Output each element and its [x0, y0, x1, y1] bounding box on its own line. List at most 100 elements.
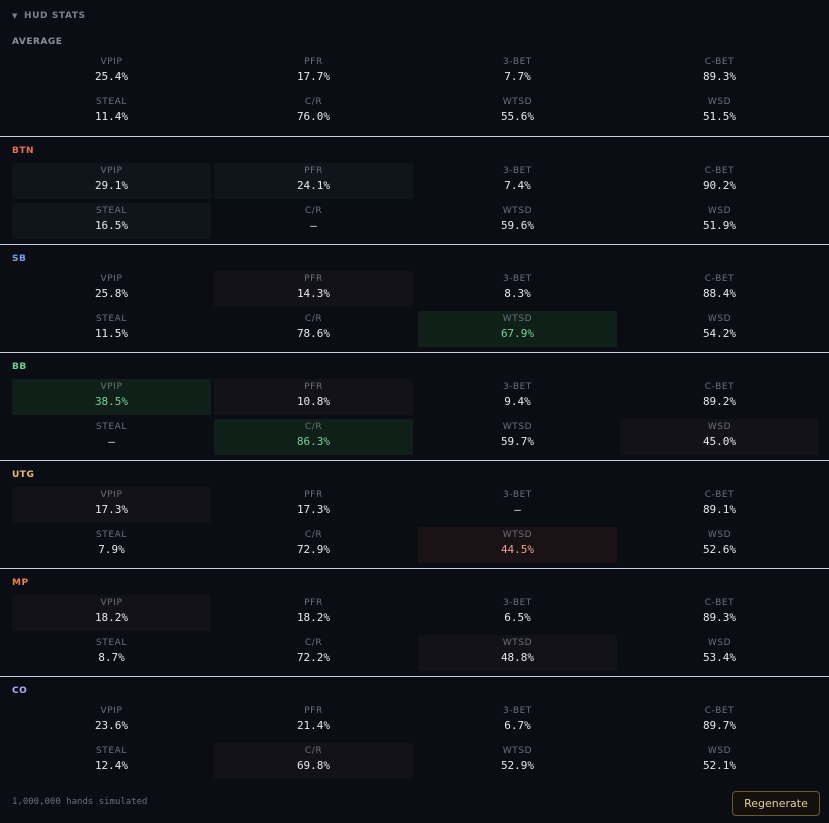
stat-label: STEAL: [95, 530, 128, 540]
stat-value: 8.7%: [98, 651, 125, 664]
stat-cell-pfr: PFR 17.3%: [214, 487, 413, 523]
stat-cell-wsd: WSD 53.4%: [620, 635, 819, 671]
stat-cell-wsd: WSD 51.5%: [620, 94, 819, 130]
stat-cell-wsd: WSD 52.1%: [620, 743, 819, 779]
stat-value: 18.2%: [94, 611, 129, 624]
stat-cell-3-bet: 3-BET 7.4%: [418, 163, 617, 199]
stat-value: 8.3%: [504, 287, 531, 300]
stat-label: VPIP: [100, 274, 123, 284]
section-label: SB: [12, 254, 27, 264]
stat-cell-wtsd: WTSD 55.6%: [418, 94, 617, 130]
stat-label: STEAL: [95, 206, 128, 216]
stat-cell-c-bet: C-BET 89.3%: [620, 54, 819, 90]
stat-value: 90.2%: [702, 179, 737, 192]
stat-label: C-BET: [704, 382, 735, 392]
regenerate-button[interactable]: Regenerate: [732, 791, 820, 816]
section-label: BB: [12, 362, 27, 372]
stat-label: VPIP: [100, 382, 123, 392]
stat-label: WSD: [707, 530, 732, 540]
stat-cell-3-bet: 3-BET 6.7%: [418, 703, 617, 739]
stat-value: 16.5%: [94, 219, 129, 232]
stat-label: PFR: [304, 57, 323, 67]
stat-value: 18.2%: [296, 611, 331, 624]
stat-label: PFR: [304, 166, 323, 176]
stat-value: 17.3%: [94, 503, 129, 516]
section-bb: BB VPIP 38.5% PFR 10.8% 3-BET 9.4% C-BET 89.2% ST…: [0, 352, 829, 460]
stat-cell-pfr: PFR 21.4%: [214, 703, 413, 739]
stat-cell-c-bet: C-BET 89.7%: [620, 703, 819, 739]
stat-cell-c-bet: C-BET 89.3%: [620, 595, 819, 631]
stat-label: VPIP: [100, 706, 123, 716]
stat-label: VPIP: [100, 57, 123, 67]
stat-label: WTSD: [502, 530, 533, 540]
stat-label: C-BET: [704, 490, 735, 500]
stat-value: 72.9%: [296, 543, 331, 556]
stat-label: WSD: [707, 206, 732, 216]
stat-label: WSD: [707, 746, 732, 756]
stat-label: WSD: [707, 422, 732, 432]
stat-cell-steal: STEAL 16.5%: [12, 203, 211, 239]
stat-value: 53.4%: [702, 651, 737, 664]
stat-cell-pfr: PFR 24.1%: [214, 163, 413, 199]
stat-value: 89.7%: [702, 719, 737, 732]
stat-value: 69.8%: [296, 759, 331, 772]
stat-cell-steal: STEAL 12.4%: [12, 743, 211, 779]
stat-value: 89.1%: [702, 503, 737, 516]
stat-label: WSD: [707, 97, 732, 107]
stat-value: 67.9%: [500, 327, 535, 340]
stat-cell-wtsd: WTSD 59.7%: [418, 419, 617, 455]
stat-label: VPIP: [100, 490, 123, 500]
stat-label: STEAL: [95, 314, 128, 324]
stat-value: 48.8%: [500, 651, 535, 664]
stat-value: 24.1%: [296, 179, 331, 192]
stat-label: 3-BET: [502, 706, 532, 716]
stat-value: 89.2%: [702, 395, 737, 408]
stat-value: 11.5%: [94, 327, 129, 340]
stat-cell-vpip: VPIP 29.1%: [12, 163, 211, 199]
stat-cell-c-r: C/R 72.2%: [214, 635, 413, 671]
stat-value: 78.6%: [296, 327, 331, 340]
stat-cell-vpip: VPIP 18.2%: [12, 595, 211, 631]
stat-value: 54.2%: [702, 327, 737, 340]
stat-value: 88.4%: [702, 287, 737, 300]
stat-value: 89.3%: [702, 611, 737, 624]
stat-label: C/R: [304, 746, 323, 756]
stat-label: WTSD: [502, 97, 533, 107]
section-label: UTG: [12, 470, 35, 480]
stat-cell-3-bet: 3-BET —: [418, 487, 617, 523]
stat-cell-wsd: WSD 54.2%: [620, 311, 819, 347]
stat-cell-c-r: C/R 72.9%: [214, 527, 413, 563]
stat-cell-wtsd: WTSD 67.9%: [418, 311, 617, 347]
stat-cell-c-r: C/R 78.6%: [214, 311, 413, 347]
section-btn: BTN VPIP 29.1% PFR 24.1% 3-BET 7.4% C-BET 90.2% S…: [0, 136, 829, 244]
stat-label: WSD: [707, 314, 732, 324]
hands-simulated-text: 1,000,000 hands simulated: [12, 797, 148, 807]
stat-cell-wtsd: WTSD 48.8%: [418, 635, 617, 671]
hud-stats-toggle[interactable]: ▼ HUD STATS: [12, 9, 86, 23]
stat-cell-steal: STEAL 8.7%: [12, 635, 211, 671]
stat-value: 9.4%: [504, 395, 531, 408]
stat-label: PFR: [304, 382, 323, 392]
stat-value: 86.3%: [296, 435, 331, 448]
stat-value: 17.3%: [296, 503, 331, 516]
stat-value: 25.8%: [94, 287, 129, 300]
stat-cell-3-bet: 3-BET 8.3%: [418, 271, 617, 307]
section-label: BTN: [12, 146, 35, 156]
stat-value: 52.1%: [702, 759, 737, 772]
stat-value: 6.5%: [504, 611, 531, 624]
stat-cell-3-bet: 3-BET 6.5%: [418, 595, 617, 631]
stat-value: 7.9%: [98, 543, 125, 556]
stat-label: STEAL: [95, 97, 128, 107]
stat-value: —: [514, 503, 521, 516]
stat-cell-pfr: PFR 17.7%: [214, 54, 413, 90]
stat-cell-vpip: VPIP 25.8%: [12, 271, 211, 307]
stat-cell-c-bet: C-BET 89.1%: [620, 487, 819, 523]
stat-label: PFR: [304, 490, 323, 500]
stat-value: 51.5%: [702, 110, 737, 123]
stat-label: 3-BET: [502, 166, 532, 176]
stat-label: WTSD: [502, 206, 533, 216]
stat-cell-wsd: WSD 52.6%: [620, 527, 819, 563]
stat-cell-vpip: VPIP 23.6%: [12, 703, 211, 739]
stat-cell-c-r: C/R 86.3%: [214, 419, 413, 455]
